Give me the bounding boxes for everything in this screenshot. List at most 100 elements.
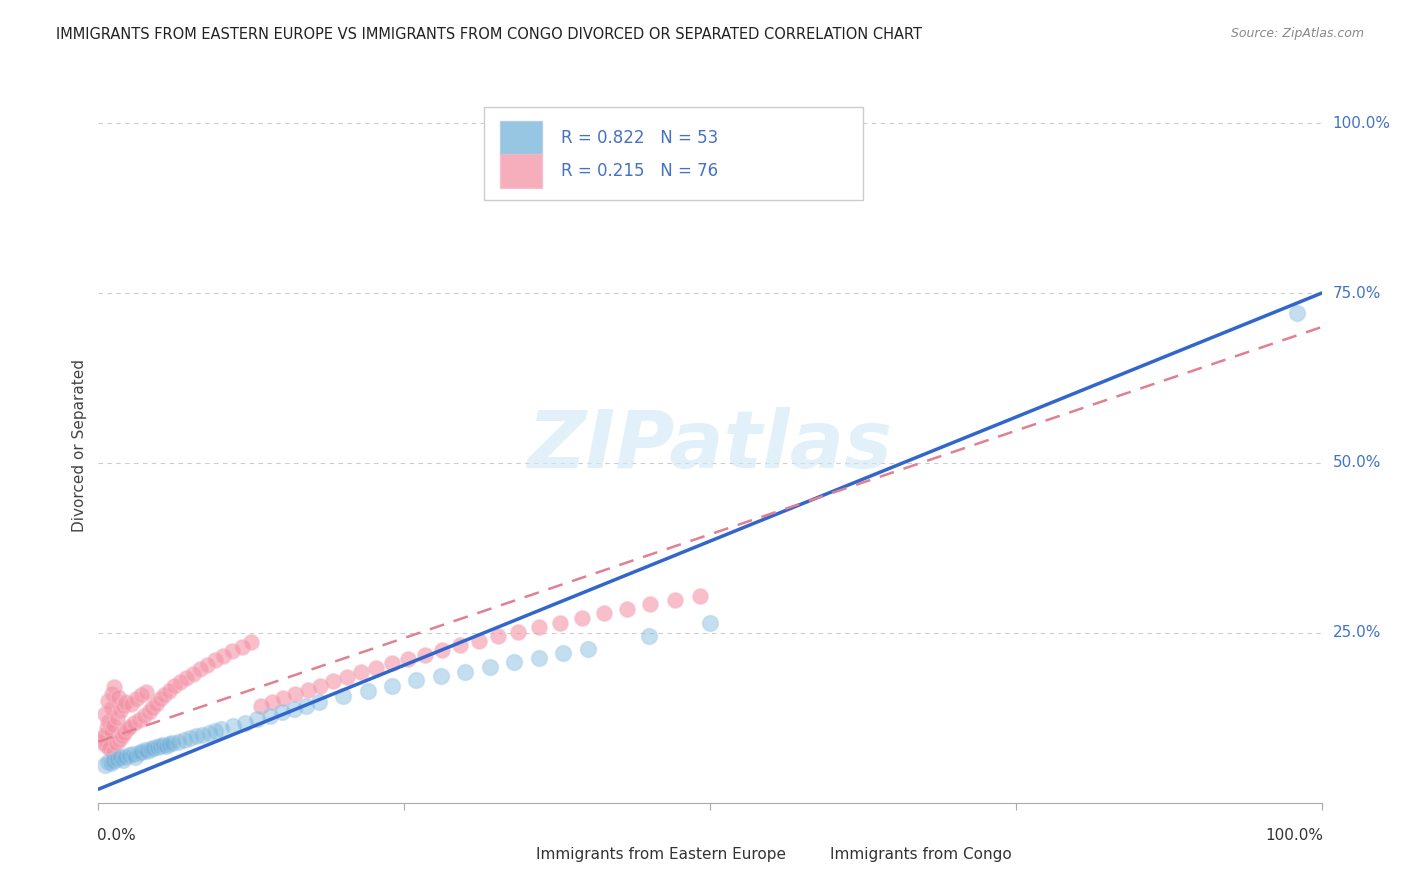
Point xyxy=(527,620,550,634)
Point xyxy=(271,691,294,706)
Point xyxy=(108,732,131,747)
Point xyxy=(396,651,419,665)
Point xyxy=(356,683,378,698)
Point xyxy=(93,758,115,772)
Point xyxy=(121,747,143,761)
Point xyxy=(101,717,124,731)
Point xyxy=(270,705,294,719)
Point xyxy=(125,692,148,706)
Point xyxy=(664,592,686,607)
Point xyxy=(128,713,150,727)
Point xyxy=(141,700,163,714)
Point xyxy=(142,741,165,756)
Point xyxy=(350,665,373,680)
Point xyxy=(149,692,172,706)
Point xyxy=(364,660,387,674)
Point xyxy=(132,708,155,723)
Point xyxy=(176,671,198,685)
Point xyxy=(250,698,273,713)
Point xyxy=(104,736,127,750)
FancyBboxPatch shape xyxy=(484,107,863,200)
Point xyxy=(405,673,427,688)
Text: 100.0%: 100.0% xyxy=(1265,828,1323,843)
Point xyxy=(699,615,721,630)
Point xyxy=(571,611,593,625)
Point xyxy=(111,699,134,714)
Point xyxy=(146,740,169,755)
Point xyxy=(97,694,120,708)
Point xyxy=(91,734,114,748)
Point xyxy=(616,602,638,616)
Text: IMMIGRANTS FROM EASTERN EUROPE VS IMMIGRANTS FROM CONGO DIVORCED OR SEPARATED CO: IMMIGRANTS FROM EASTERN EUROPE VS IMMIGR… xyxy=(56,27,922,42)
Point xyxy=(101,745,124,759)
Text: Immigrants from Congo: Immigrants from Congo xyxy=(830,847,1012,862)
Point xyxy=(259,708,281,723)
FancyBboxPatch shape xyxy=(796,843,825,865)
Point xyxy=(163,679,186,693)
Point xyxy=(100,700,122,714)
Point xyxy=(114,695,136,709)
Point xyxy=(638,598,661,612)
Point xyxy=(128,746,150,760)
Point xyxy=(191,728,214,742)
Point xyxy=(221,644,243,658)
Point xyxy=(553,646,575,660)
Point xyxy=(169,674,191,689)
Point xyxy=(107,690,129,705)
Point xyxy=(157,683,180,698)
Point xyxy=(233,715,256,730)
Point xyxy=(167,734,190,748)
Point xyxy=(295,698,318,713)
Point xyxy=(94,738,117,752)
Text: 50.0%: 50.0% xyxy=(1333,456,1381,470)
Point xyxy=(430,643,453,657)
Point xyxy=(136,744,159,758)
Point xyxy=(188,662,211,676)
Point xyxy=(308,679,330,693)
Point xyxy=(283,702,305,716)
Point xyxy=(204,653,226,667)
Point xyxy=(1286,306,1309,320)
Point xyxy=(240,635,263,649)
FancyBboxPatch shape xyxy=(499,121,543,154)
Point xyxy=(100,756,122,771)
Text: ZIPatlas: ZIPatlas xyxy=(527,407,893,485)
Point xyxy=(112,726,135,740)
Point xyxy=(197,726,219,740)
Point xyxy=(93,707,115,722)
Point xyxy=(179,731,201,746)
Point xyxy=(97,755,120,769)
Text: 75.0%: 75.0% xyxy=(1333,285,1381,301)
Point xyxy=(413,648,436,662)
Point xyxy=(503,655,526,669)
Point xyxy=(111,729,134,743)
Point xyxy=(103,680,125,694)
Y-axis label: Divorced or Separated: Divorced or Separated xyxy=(72,359,87,533)
Text: Source: ZipAtlas.com: Source: ZipAtlas.com xyxy=(1230,27,1364,40)
Point xyxy=(548,615,571,630)
Point xyxy=(101,754,124,768)
Point xyxy=(486,629,509,643)
Point xyxy=(124,749,146,764)
Point xyxy=(105,711,128,725)
Point xyxy=(120,698,142,712)
Point xyxy=(122,715,145,730)
Text: 100.0%: 100.0% xyxy=(1333,116,1391,131)
Point xyxy=(231,640,253,655)
Text: R = 0.215   N = 76: R = 0.215 N = 76 xyxy=(561,162,718,180)
Point xyxy=(149,739,172,754)
Point xyxy=(114,750,136,764)
Text: R = 0.822   N = 53: R = 0.822 N = 53 xyxy=(561,128,718,146)
Point xyxy=(478,660,501,674)
Point xyxy=(186,729,208,743)
Point xyxy=(454,665,477,679)
Point xyxy=(450,638,472,652)
Point xyxy=(209,723,232,737)
Point xyxy=(430,669,453,683)
Point xyxy=(135,685,157,699)
Point xyxy=(262,695,284,709)
Point xyxy=(592,606,614,620)
Point xyxy=(118,748,141,763)
Point xyxy=(204,724,226,739)
Point xyxy=(332,689,354,703)
